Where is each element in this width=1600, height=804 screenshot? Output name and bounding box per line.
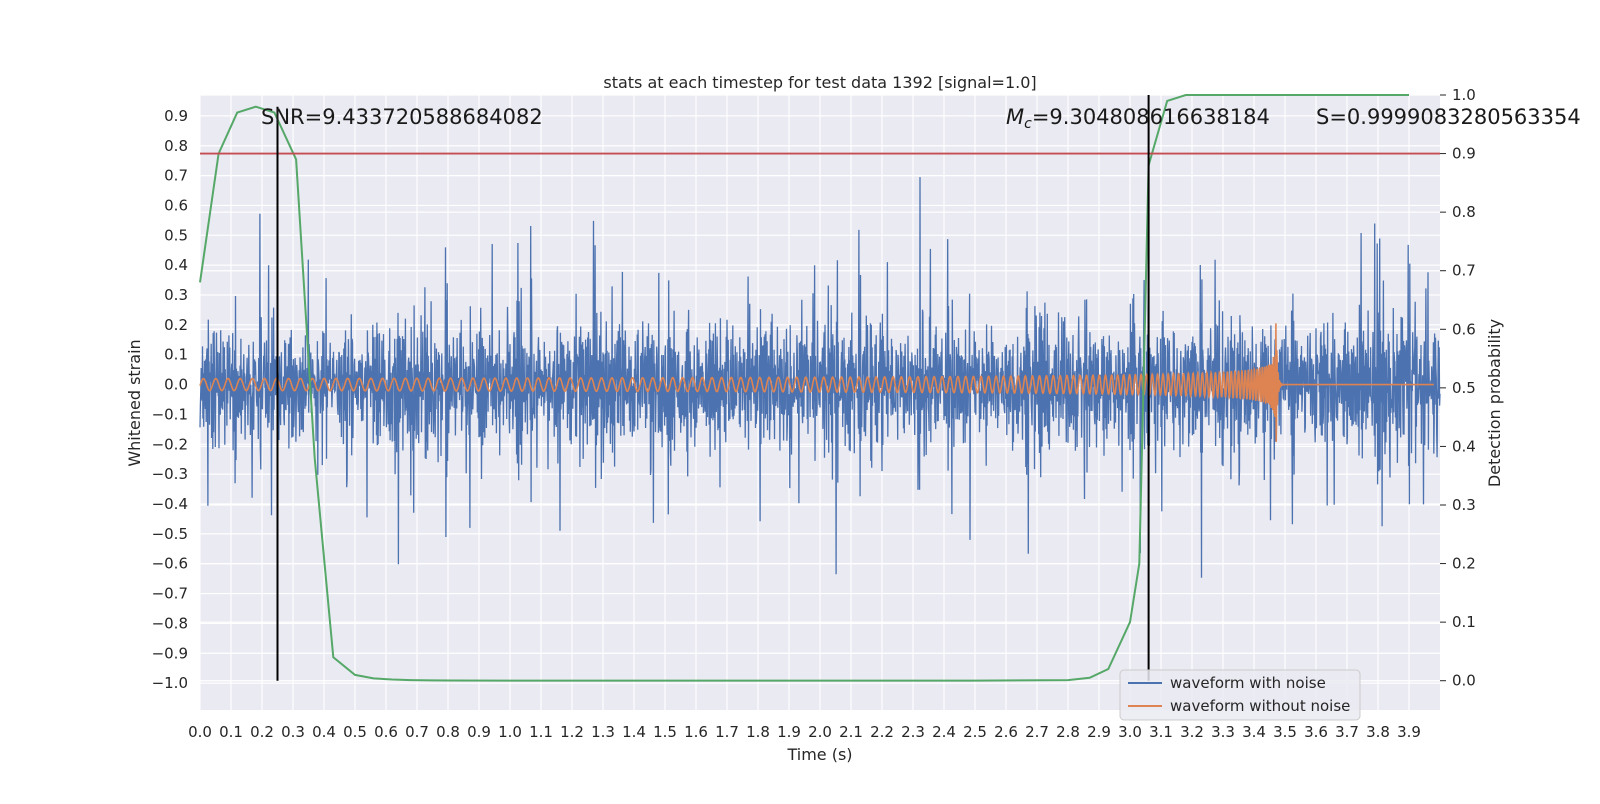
- y-left-tick-label: 0.6: [164, 196, 188, 214]
- y-left-tick-label: 0.4: [164, 256, 188, 274]
- y-left-tick-label: 0.5: [164, 226, 188, 244]
- snr-annotation: SNR=9.433720588684082: [261, 105, 543, 129]
- x-tick-label: 3.0: [1118, 723, 1142, 741]
- x-tick-label: 2.4: [932, 723, 956, 741]
- x-tick-label: 3.4: [1242, 723, 1266, 741]
- legend: waveform with noise waveform without noi…: [1119, 669, 1361, 721]
- x-tick-label: 1.5: [653, 723, 677, 741]
- y-right-tick-label: 0.9: [1452, 145, 1476, 163]
- x-tick-label: 1.3: [591, 723, 615, 741]
- y-axis-left-label: Whitened strain: [125, 339, 144, 466]
- probability-line: [199, 94, 1409, 682]
- x-tick-label: 1.6: [684, 723, 708, 741]
- y-left-tick-label: 0.2: [164, 316, 188, 334]
- noise-line: [199, 177, 1441, 578]
- clean-line: [199, 323, 1434, 442]
- series-detection-probability: [199, 94, 1440, 682]
- x-tick-label: 2.7: [1025, 723, 1049, 741]
- chart-title: stats at each timestep for test data 139…: [603, 73, 1036, 92]
- series-waveform-with-noise: [199, 177, 1441, 578]
- vlines: [276, 95, 1150, 681]
- y-right-tick-label: 0.7: [1452, 262, 1476, 280]
- y-left-tick-label: −0.7: [152, 585, 188, 603]
- x-tick-label: 1.0: [498, 723, 522, 741]
- mc-symbol: M: [1006, 105, 1024, 129]
- y-left-tick-label: 0.8: [164, 137, 188, 155]
- y-right-tick-label: 1.0: [1452, 86, 1476, 104]
- y-right-tick-label: 0.6: [1452, 320, 1476, 338]
- y-left-tick-label: −0.9: [152, 644, 188, 662]
- x-tick-label: 0.3: [281, 723, 305, 741]
- y-left-tick-label: 0.3: [164, 286, 188, 304]
- x-tick-label: 0.0: [188, 723, 212, 741]
- y-left-tick-label: −0.5: [152, 525, 188, 543]
- legend-label-clean: waveform without noise: [1170, 697, 1350, 715]
- y-right-tick-label: 0.1: [1452, 613, 1476, 631]
- x-tick-label: 0.7: [405, 723, 429, 741]
- y-left-tick-labels: 0.9 0.8 0.7 0.6 0.5 0.4 0.3 0.2 0.1 0.0 −0.1 −0.2 −0…: [152, 107, 188, 692]
- y-right-tick-label: 0.2: [1452, 555, 1476, 573]
- y-left-tick-label: −1.0: [152, 674, 188, 692]
- x-tick-label: 1.1: [529, 723, 553, 741]
- x-tick-label: 0.1: [219, 723, 243, 741]
- mc-subscript: c: [1024, 116, 1032, 132]
- x-tick-label: 3.9: [1397, 723, 1421, 741]
- y-left-tick-label: −0.2: [152, 435, 188, 453]
- x-tick-label: 0.8: [436, 723, 460, 741]
- x-tick-label: 1.8: [746, 723, 770, 741]
- y-right-tick-label: 0.5: [1452, 379, 1476, 397]
- x-tick-label: 3.1: [1149, 723, 1173, 741]
- y-right-tick-label: 0.0: [1452, 672, 1476, 690]
- x-tick-label: 3.7: [1335, 723, 1359, 741]
- x-tick-label: 3.8: [1366, 723, 1390, 741]
- x-tick-label: 0.5: [343, 723, 367, 741]
- x-tick-label: 0.6: [374, 723, 398, 741]
- x-tick-label: 2.1: [839, 723, 863, 741]
- x-tick-label: 2.3: [901, 723, 925, 741]
- x-tick-label: 1.7: [715, 723, 739, 741]
- x-tick-label: 0.9: [467, 723, 491, 741]
- legend-box: [1119, 669, 1361, 721]
- y-right-tick-label: 0.8: [1452, 203, 1476, 221]
- x-tick-labels: 0.0 0.1 0.2 0.3 0.4 0.5 0.6 0.7 0.8 0.9 1.0 1.1 1.2 1…: [188, 723, 1421, 741]
- y-left-tick-label: 0.9: [164, 107, 188, 125]
- x-tick-label: 0.4: [312, 723, 336, 741]
- x-tick-label: 3.6: [1304, 723, 1328, 741]
- s-annotation: S=0.9999083280563354: [1316, 105, 1581, 129]
- x-tick-label: 2.6: [994, 723, 1018, 741]
- y-left-tick-label: −0.3: [152, 465, 188, 483]
- legend-label-noise: waveform with noise: [1170, 674, 1326, 692]
- x-tick-label: 3.2: [1180, 723, 1204, 741]
- x-tick-label: 2.8: [1056, 723, 1080, 741]
- y-right-tick-label: 0.4: [1452, 437, 1476, 455]
- x-tick-label: 1.4: [622, 723, 646, 741]
- x-axis-label: Time (s): [786, 745, 852, 764]
- y-right-tick-labels: 1.0 0.9 0.8 0.7 0.6 0.5 0.4 0.3 0.2 0.1 0.0: [1440, 86, 1476, 690]
- x-tick-label: 2.0: [808, 723, 832, 741]
- y-left-tick-label: −0.8: [152, 614, 188, 632]
- x-tick-label: 3.3: [1211, 723, 1235, 741]
- y-left-tick-label: 0.0: [164, 376, 188, 394]
- x-tick-label: 3.5: [1273, 723, 1297, 741]
- y-left-tick-label: 0.7: [164, 167, 188, 185]
- mc-value: =9.304808616638184: [1032, 105, 1270, 129]
- mc-annotation: Mc=9.304808616638184: [1006, 105, 1270, 132]
- x-tick-label: 0.2: [250, 723, 274, 741]
- y-left-tick-label: −0.1: [152, 405, 188, 423]
- y-right-tick-label: 0.3: [1452, 496, 1476, 514]
- series-waveform-without-noise: [199, 323, 1434, 442]
- y-axis-right-label: Detection probability: [1485, 319, 1504, 487]
- x-tick-label: 1.9: [777, 723, 801, 741]
- x-tick-label: 2.9: [1087, 723, 1111, 741]
- y-left-tick-label: −0.6: [152, 555, 188, 573]
- y-left-tick-label: −0.4: [152, 495, 188, 513]
- x-tick-label: 1.2: [560, 723, 584, 741]
- y-left-tick-label: 0.1: [164, 346, 188, 364]
- x-tick-label: 2.2: [870, 723, 894, 741]
- x-tick-label: 2.5: [963, 723, 987, 741]
